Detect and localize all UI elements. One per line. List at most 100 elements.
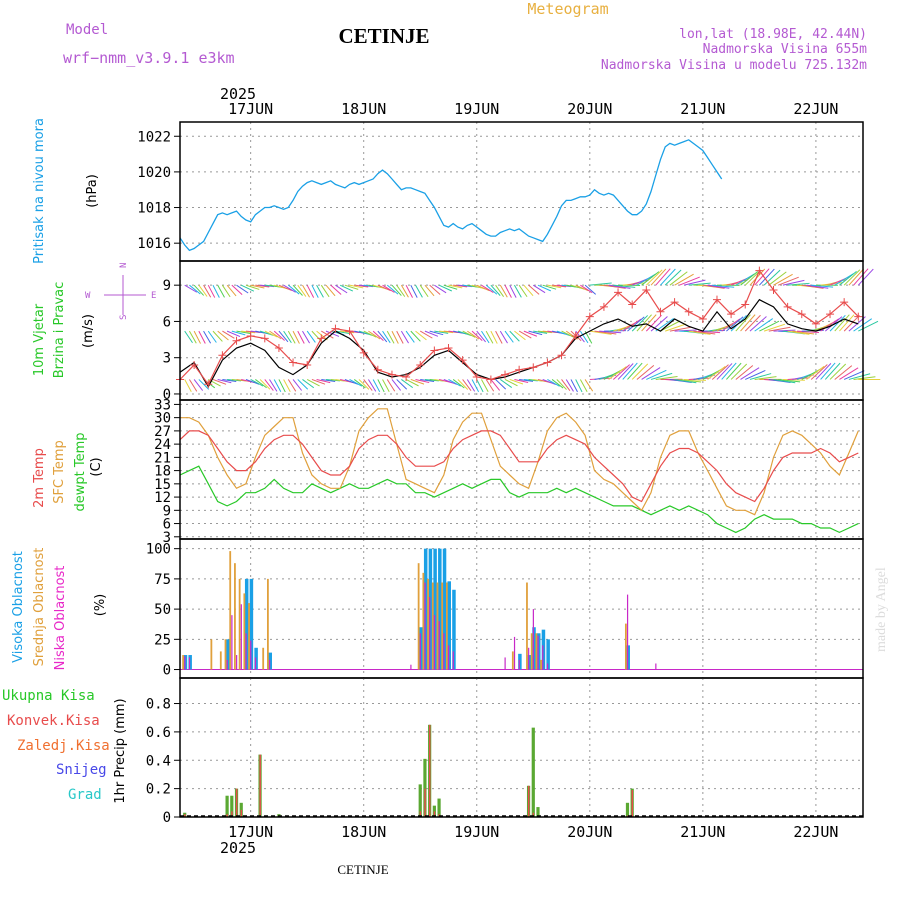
- wind-arrow: [843, 269, 861, 286]
- wind-arrow: [547, 284, 562, 289]
- wind-gust-marker: [614, 288, 623, 297]
- wind-gust-marker: [204, 380, 213, 389]
- low-cloud-bar: [250, 640, 252, 670]
- wind-arrow: [547, 379, 560, 387]
- high-cloud-bar: [188, 655, 192, 670]
- compass-s: S: [119, 315, 129, 320]
- wind-arrow: [221, 284, 231, 298]
- wind-arrow: [193, 284, 205, 296]
- day-label-bottom: 21JUN: [680, 823, 725, 841]
- y-tick-label: 1020: [137, 165, 171, 181]
- wind-arrow: [410, 330, 421, 342]
- wind-arrow: [377, 379, 385, 393]
- wind-arrow: [579, 330, 589, 344]
- high-cloud-bar: [532, 627, 536, 670]
- wind-arrow: [768, 378, 791, 383]
- y-tick-label: 9: [163, 278, 171, 294]
- pressure-grid: [180, 122, 863, 261]
- high-cloud-bar: [419, 627, 423, 670]
- wind-arrow: [434, 284, 447, 294]
- wind-arrow: [344, 284, 359, 290]
- conv-precip-bar: [235, 788, 238, 817]
- wind-arrow: [848, 268, 865, 286]
- product-title: Meteogram: [527, 0, 608, 18]
- year-label-top: 2025: [220, 85, 256, 103]
- wind-arrow: [594, 330, 617, 335]
- wind-arrow: [287, 379, 297, 392]
- wind-arrow: [340, 330, 355, 334]
- y-tick-label: 1018: [137, 201, 171, 217]
- wind-arrow: [537, 330, 552, 334]
- wind-arrow: [386, 379, 396, 392]
- conv-precip-bar: [419, 811, 422, 817]
- mid-cloud-bar: [624, 623, 627, 670]
- wind-gust-marker: [486, 375, 495, 384]
- pressure-ticks: 1016 1018 1020 1022: [137, 129, 180, 252]
- wind-arrow: [514, 284, 522, 298]
- wind-arrow: [292, 284, 303, 296]
- wind-arrow: [570, 379, 578, 393]
- low-cloud-bar: [528, 647, 530, 670]
- cloud-ylabel-3: Niska Oblacnost: [53, 566, 68, 671]
- high-cloud-bar: [183, 655, 188, 670]
- wind-arrow: [302, 379, 315, 389]
- wind-gust-marker: [755, 266, 764, 275]
- wind-arrow: [311, 284, 319, 298]
- wind-gust-marker: [642, 286, 651, 295]
- y-tick-label: 24: [154, 437, 171, 453]
- wind-arrow: [711, 364, 729, 380]
- wind-gust-marker: [444, 344, 453, 353]
- wind-arrow: [674, 273, 694, 286]
- lonlat-label: lon,lat (18.98E, 42.44N): [679, 27, 867, 42]
- precip-grid: [180, 678, 863, 818]
- wind-arrow: [688, 330, 711, 335]
- wind-arrow: [245, 378, 260, 385]
- wind-arrow: [645, 269, 663, 286]
- total-precip-bar: [230, 795, 234, 817]
- wind-arrow: [721, 362, 737, 380]
- wind-arrow: [518, 330, 532, 339]
- wind-arrow: [584, 284, 597, 295]
- wind-arrow: [250, 284, 265, 289]
- wind-arrow: [222, 330, 235, 339]
- wind-arrow: [415, 284, 423, 298]
- wind-arrow: [556, 330, 571, 337]
- wind-arrow: [518, 284, 528, 298]
- day-label-bottom: 22JUN: [793, 823, 838, 841]
- wind-gust-marker: [585, 312, 594, 321]
- wind-arrow: [829, 363, 847, 380]
- wind-gust-marker: [317, 334, 326, 343]
- wind-gust-marker: [628, 300, 637, 309]
- wind-gust-marker: [190, 360, 199, 369]
- wind-arrow: [481, 379, 489, 392]
- mid-cloud-bar: [243, 593, 246, 670]
- wind-arrow: [726, 362, 742, 380]
- mid-cloud-bar: [262, 647, 265, 670]
- wind-gust-marker: [698, 315, 707, 324]
- wind-gust-marker: [472, 373, 481, 382]
- conv-precip-bar: [631, 790, 633, 817]
- wind-gust-marker: [656, 307, 665, 316]
- low-cloud-bar: [542, 645, 544, 670]
- wind-arrow: [471, 379, 480, 393]
- wind-arrow: [250, 379, 264, 387]
- wind-arrow: [184, 379, 192, 393]
- wind-arrow: [782, 378, 805, 381]
- y-tick-label: 30: [154, 411, 171, 427]
- wind-arrow: [438, 284, 453, 292]
- wind-arrow: [476, 330, 486, 343]
- wind-arrow: [763, 269, 781, 286]
- low-cloud-bar: [240, 604, 242, 670]
- wind-arrow: [217, 378, 232, 384]
- wind-arrow: [674, 378, 697, 384]
- y-tick-label: 3: [163, 351, 171, 367]
- wind-arrow: [302, 284, 310, 298]
- wind-arrow: [773, 273, 793, 286]
- year-label-bottom: 2025: [220, 839, 256, 857]
- wind-gust-marker: [599, 302, 608, 311]
- wind-arrow: [382, 330, 391, 344]
- wind-arrow: [608, 366, 627, 380]
- y-tick-label: 6: [163, 517, 171, 533]
- wind-gust-marker: [303, 360, 312, 369]
- total-precip-bar: [225, 795, 229, 817]
